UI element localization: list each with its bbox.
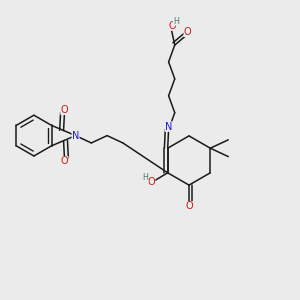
Text: O: O	[168, 20, 176, 31]
Text: O: O	[61, 105, 68, 115]
Text: H: H	[142, 173, 148, 182]
Text: O: O	[184, 27, 191, 37]
Text: H: H	[173, 16, 179, 26]
Text: O: O	[185, 201, 193, 212]
Text: N: N	[165, 122, 172, 132]
Text: N: N	[72, 130, 79, 141]
Text: O: O	[148, 177, 155, 187]
Text: O: O	[61, 156, 68, 167]
